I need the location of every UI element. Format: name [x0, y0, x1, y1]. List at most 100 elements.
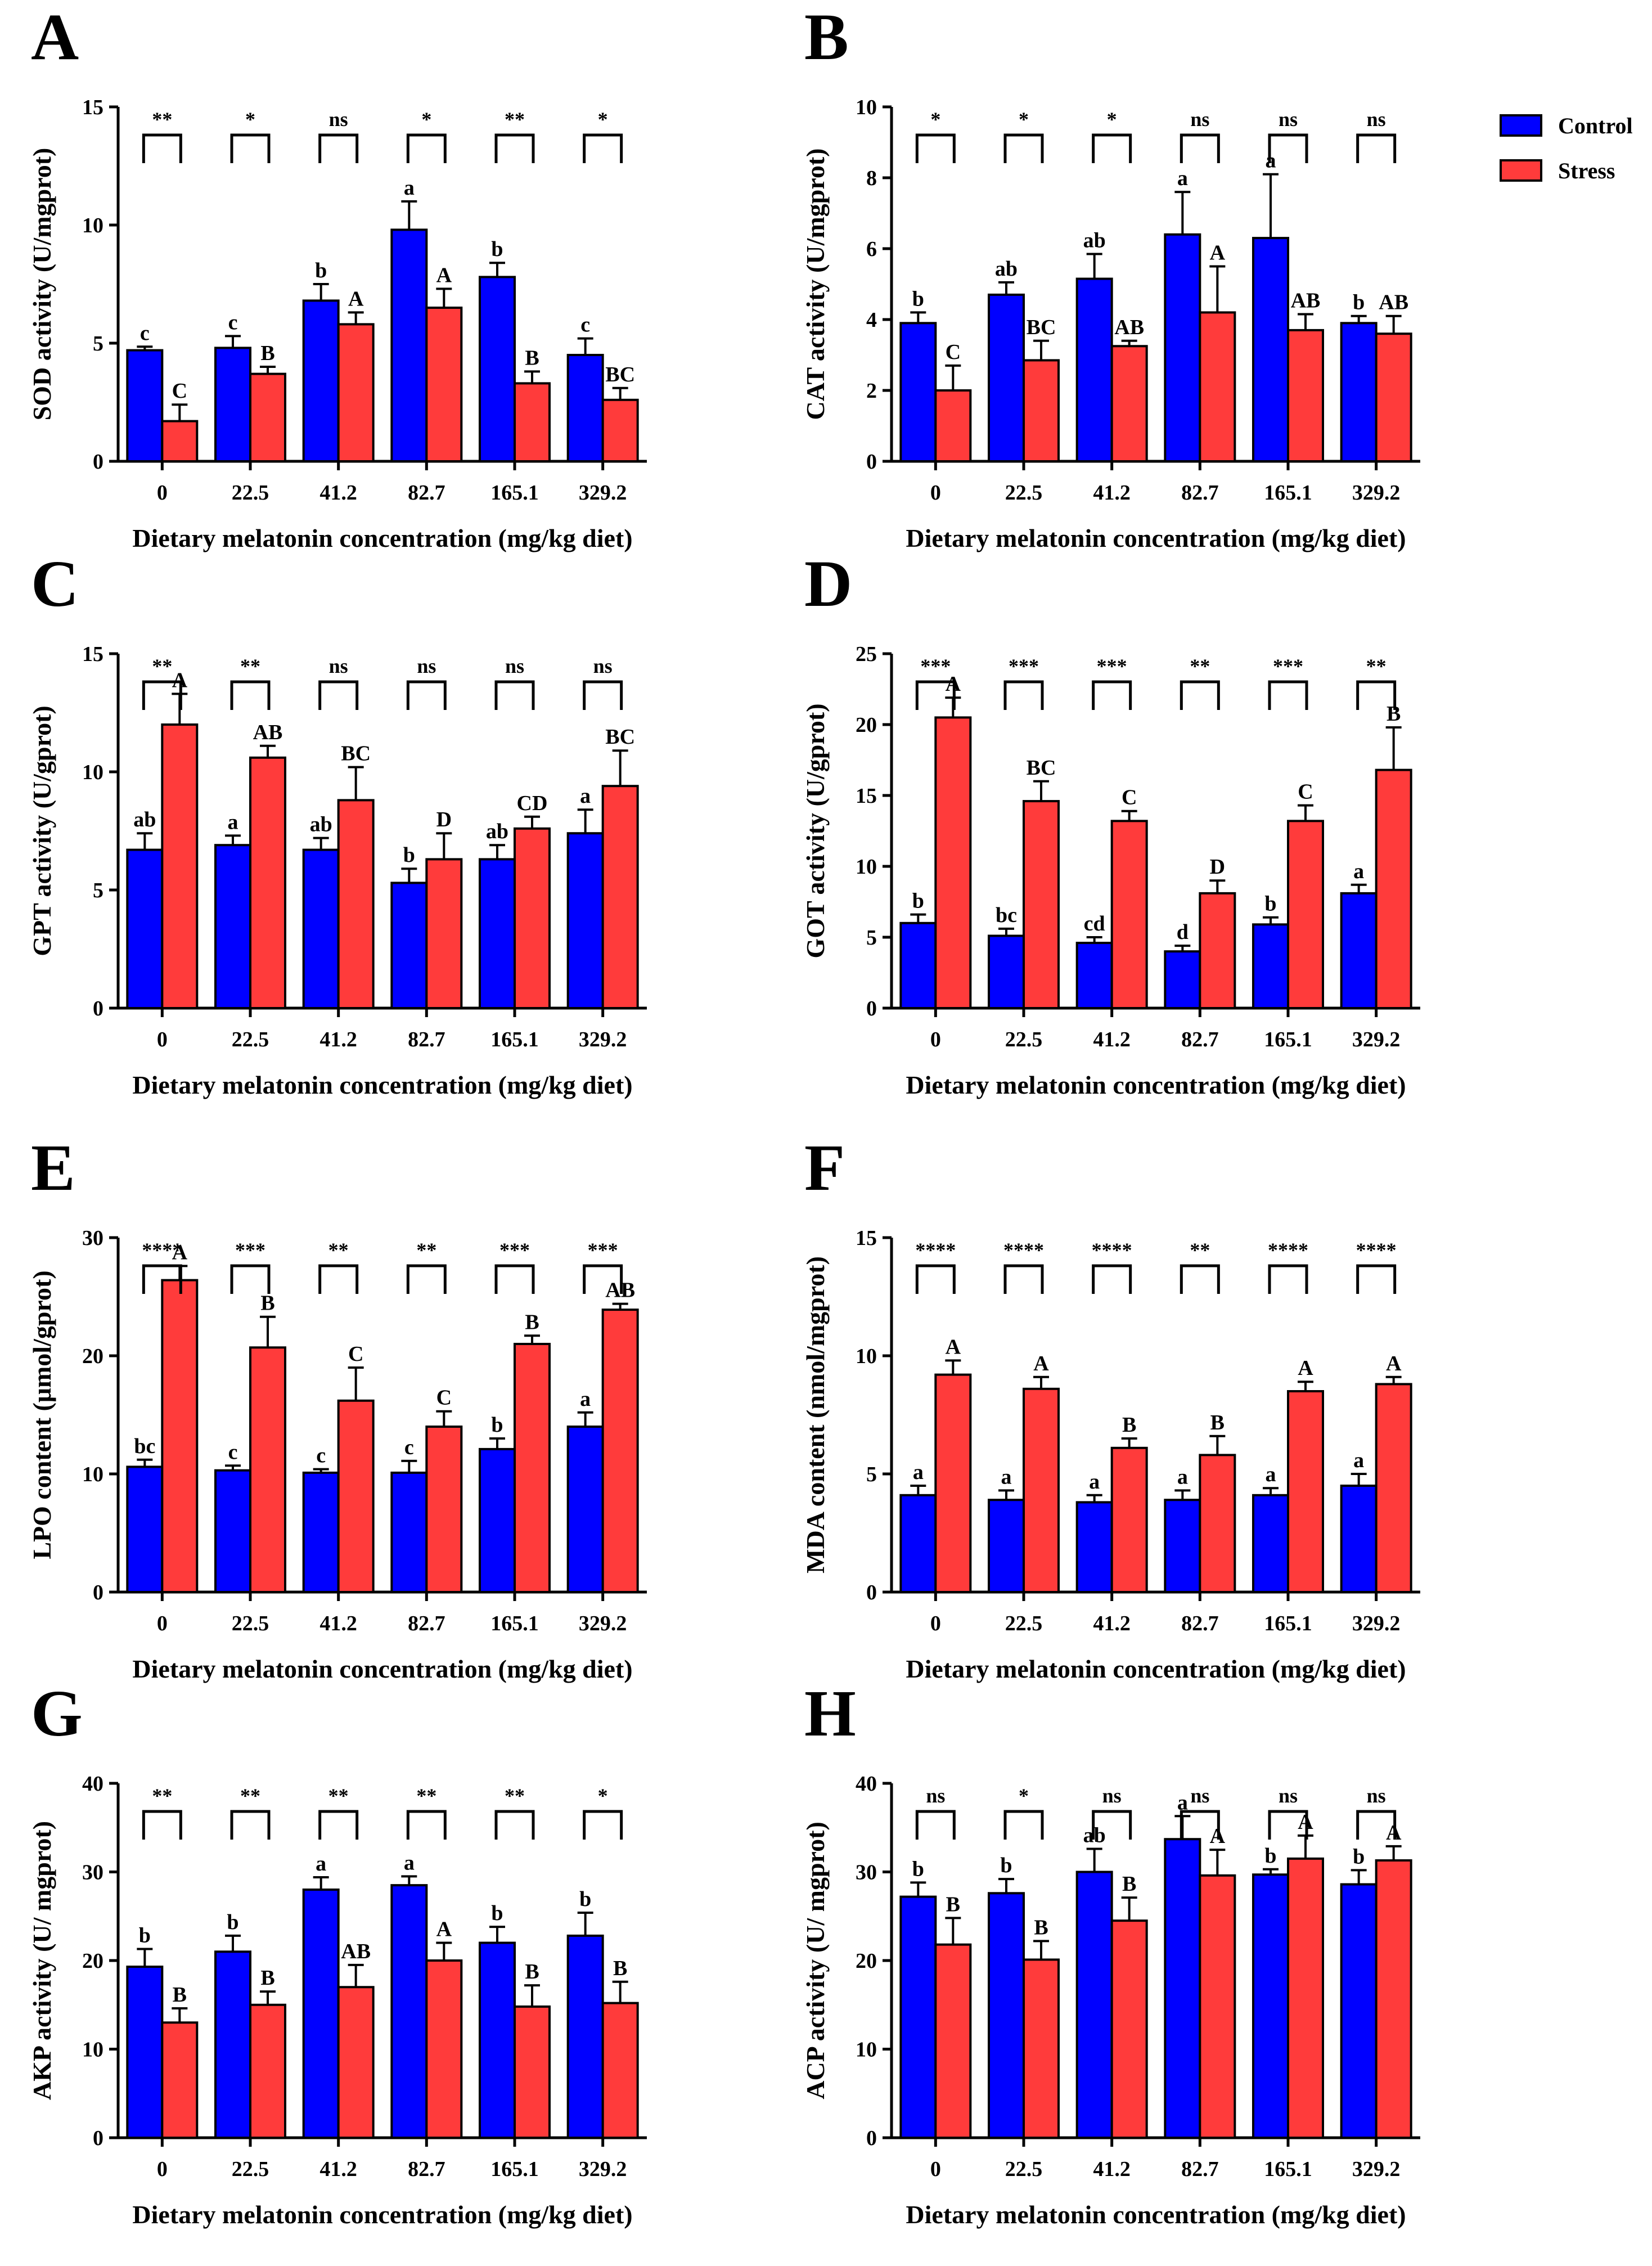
significance-label: **** [1268, 1239, 1308, 1261]
group-letter: b [912, 889, 924, 913]
group-letter: a [228, 810, 238, 834]
stress-bar [425, 307, 463, 462]
group-letter: b [1353, 1845, 1365, 1868]
significance-label: ns [1102, 1784, 1122, 1807]
group-letter: B [525, 1960, 539, 1984]
x-axis-label: Dietary melatonin concentration (mg/kg d… [132, 1654, 632, 1683]
stress-bar [601, 785, 639, 1009]
control-bar [302, 848, 340, 1009]
group-letter: a [1089, 1470, 1100, 1494]
stress-bar [934, 716, 972, 1009]
x-tick-label: 82.7 [1181, 1028, 1219, 1051]
stress-bar [1110, 345, 1148, 462]
significance-label: ** [505, 108, 525, 131]
control-bar [1164, 950, 1201, 1009]
significance-bracket [1003, 680, 1044, 710]
x-tick-label: 329.2 [1352, 1028, 1401, 1051]
control-bar [1075, 1501, 1113, 1593]
panel-letter: E [31, 1131, 75, 1204]
group-letter: b [912, 1857, 924, 1881]
y-tick-label: 10 [856, 855, 877, 879]
x-tick-label: 41.2 [1093, 2157, 1131, 2181]
stress-bar [1110, 1446, 1148, 1594]
group-letter: ab [133, 808, 156, 831]
significance-bracket [230, 133, 271, 163]
significance-label: **** [1003, 1239, 1044, 1261]
group-letter: bc [996, 903, 1017, 927]
control-bar [479, 1941, 516, 2139]
x-tick-label: 329.2 [1352, 481, 1401, 505]
group-letter: D [1210, 855, 1225, 879]
group-letter: A [172, 1240, 188, 1264]
significance-bracket [494, 1264, 535, 1294]
significance-bracket [406, 133, 447, 163]
significance-label: *** [1009, 655, 1039, 677]
significance-label: ** [240, 655, 260, 677]
significance-label: * [598, 108, 608, 131]
control-bar [302, 299, 340, 463]
x-tick-label: 329.2 [579, 2157, 627, 2181]
x-tick-label: 329.2 [1352, 2157, 1401, 2181]
stress-bar [1287, 1390, 1324, 1593]
control-bar [214, 844, 251, 1009]
y-tick-label: 10 [856, 1345, 877, 1368]
control-bar [1252, 1873, 1289, 2139]
group-letter: a [580, 1387, 591, 1411]
group-letter: cd [1084, 912, 1105, 936]
group-letter: c [580, 313, 590, 337]
y-tick-label: 5 [866, 1463, 877, 1486]
significance-label: ** [152, 1784, 172, 1807]
y-tick-label: 20 [82, 1345, 103, 1368]
group-letter: c [316, 1444, 326, 1468]
significance-label: * [245, 108, 255, 131]
group-letter: b [912, 287, 924, 311]
control-bar [390, 1471, 428, 1593]
panel-f: F 0 5 10 15 MDA content (nmol/mgprot) Dietary … [801, 1131, 1420, 1683]
x-tick-label: 0 [930, 481, 941, 505]
x-tick-label: 41.2 [1093, 1028, 1131, 1051]
x-tick-label: 41.2 [319, 1028, 357, 1051]
y-tick-label: 20 [856, 713, 877, 737]
significance-bracket [1180, 1810, 1220, 1840]
significance-bracket [230, 1810, 271, 1840]
control-bar [1075, 1871, 1113, 2139]
group-letter: AB [341, 1940, 371, 1963]
group-letter: b [315, 259, 327, 282]
y-tick-label: 25 [856, 642, 877, 666]
x-tick-label: 41.2 [319, 1612, 357, 1635]
significance-bracket [915, 133, 956, 163]
x-tick-label: 0 [157, 1028, 168, 1051]
y-tick-label: 15 [856, 784, 877, 808]
significance-bracket [494, 680, 535, 710]
stress-bar [514, 1343, 551, 1593]
stress-bar [1375, 768, 1412, 1009]
significance-label: * [598, 1784, 608, 1807]
significance-bracket [583, 1810, 623, 1840]
stress-bar [1287, 329, 1324, 463]
group-letter: bc [134, 1435, 155, 1458]
group-letter: c [228, 311, 238, 334]
group-letter: B [525, 346, 539, 370]
group-letter: d [1177, 920, 1189, 944]
x-axis-label: Dietary melatonin concentration (mg/kg d… [132, 2200, 632, 2229]
control-bar [1340, 1883, 1378, 2139]
significance-label: ** [328, 1239, 349, 1261]
panel-letter: B [804, 0, 849, 74]
group-letter: B [1034, 1916, 1048, 1939]
significance-label: ** [152, 108, 172, 131]
significance-label: ns [1190, 108, 1209, 131]
y-tick-label: 30 [82, 1226, 103, 1250]
control-bar [1340, 1485, 1378, 1593]
stress-bar [425, 1959, 463, 2139]
significance-bracket [1180, 1264, 1220, 1294]
significance-label: * [930, 108, 940, 131]
group-letter: A [436, 1918, 452, 1941]
y-axis-label: ACP activity (U/ mgprot) [801, 1822, 830, 2099]
group-letter: A [436, 263, 452, 287]
x-tick-label: 0 [930, 1612, 941, 1635]
group-letter: C [946, 340, 961, 364]
stress-bar [601, 398, 639, 462]
group-letter: B [173, 1983, 187, 2007]
significance-bracket [1356, 1264, 1397, 1294]
stress-bar [934, 1943, 972, 2139]
